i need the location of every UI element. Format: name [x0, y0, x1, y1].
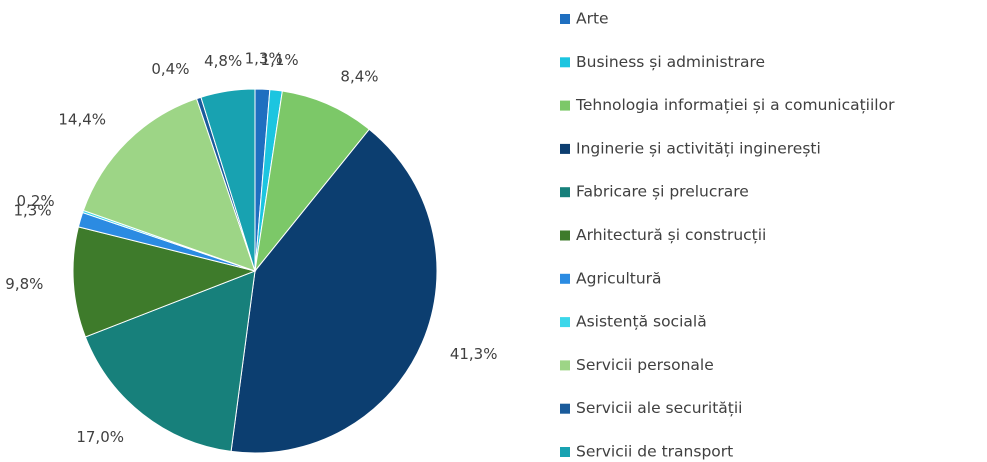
- legend-label: Asistență socială: [576, 313, 707, 331]
- legend-swatch: [560, 14, 570, 24]
- legend-label: Business și administrare: [576, 53, 765, 71]
- data-label: 4,8%: [204, 52, 242, 70]
- legend-label: Servicii de transport: [576, 443, 733, 461]
- legend-label: Arhitectură și construcții: [576, 226, 766, 244]
- legend-label: Servicii personale: [576, 356, 714, 374]
- legend-swatch: [560, 403, 570, 414]
- data-label: 9,8%: [5, 275, 43, 293]
- legend-swatch: [560, 273, 570, 284]
- data-label: 0,4%: [151, 60, 189, 78]
- legend-swatch: [560, 143, 570, 154]
- pie-slice: [84, 270, 256, 452]
- pie-slice: [72, 226, 257, 338]
- data-label: 41,3%: [450, 345, 498, 363]
- legend-swatch: [560, 230, 570, 241]
- legend-swatch: [560, 317, 570, 328]
- pie-slice: [82, 97, 256, 272]
- legend-swatch: [560, 57, 570, 68]
- legend-label: Servicii ale securității: [576, 399, 742, 417]
- legend-swatch: [560, 360, 570, 371]
- legend-swatch: [560, 100, 570, 111]
- legend-swatch: [560, 187, 570, 198]
- data-label: 14,4%: [58, 111, 106, 129]
- legend-label: Agricultură: [576, 269, 662, 287]
- legend-label: Inginerie și activități inginerești: [576, 139, 821, 157]
- legend-label: Fabricare și prelucrare: [576, 183, 749, 201]
- legend-label: Tehnologia informației și a comunicațiil…: [575, 96, 895, 114]
- legend-swatch: [560, 447, 570, 457]
- pie-slice: [230, 128, 438, 454]
- data-label: 8,4%: [340, 67, 378, 85]
- legend-label: Arte: [576, 10, 609, 28]
- pie-slice: [200, 88, 256, 272]
- data-label: 0,2%: [17, 192, 55, 210]
- pie-slice: [254, 90, 370, 273]
- data-label: 1,3%: [13, 202, 51, 220]
- data-label: 17,0%: [76, 428, 124, 446]
- data-label: 1,3%: [245, 50, 283, 68]
- data-label: 1,1%: [261, 51, 299, 69]
